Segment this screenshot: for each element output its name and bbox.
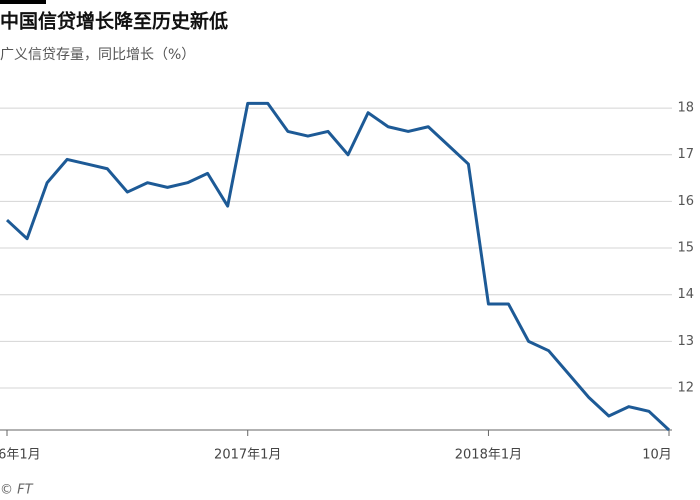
y-tick-label: 13 — [677, 334, 694, 349]
y-tick-label: 15 — [677, 241, 694, 256]
data-line — [5, 101, 671, 432]
source: © FT — [0, 483, 34, 498]
x-tick-label: 2017年1月 — [214, 448, 281, 463]
y-tick-label: 17 — [677, 147, 694, 162]
x-tick-label: 2018年1月 — [455, 448, 522, 463]
y-tick-label: 12 — [677, 381, 694, 396]
x-tick-label: 10月 — [642, 448, 672, 463]
x-tick-label: 2016年1月 — [0, 448, 41, 463]
brand-bar — [0, 0, 46, 4]
y-tick-label: 16 — [677, 194, 694, 209]
y-tick-label: 14 — [677, 287, 694, 302]
y-tick-label: 18 — [677, 101, 694, 116]
chart-subtitle: 广义信贷存量，同比增长（%） — [0, 47, 195, 63]
chart-title: 中国信贷增长降至历史新低 — [0, 10, 228, 33]
